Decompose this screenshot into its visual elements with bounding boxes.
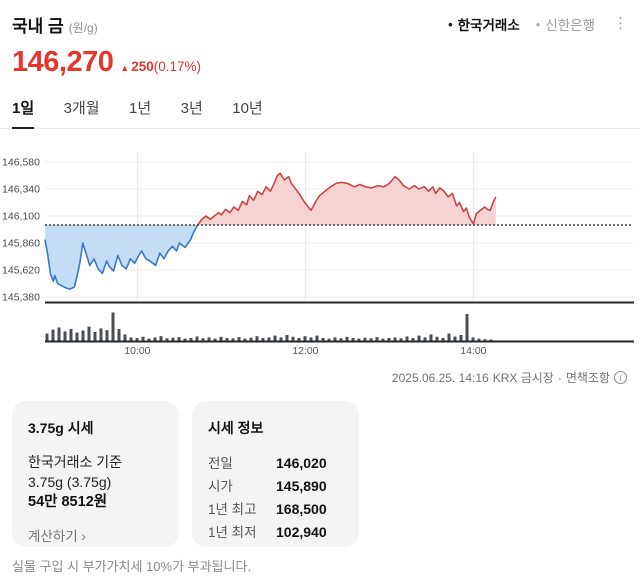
- table-row: 전일 146,020: [208, 452, 343, 475]
- chart-meta: 2025.06.25. 14:16 KRX 금시장 · 면책조항 i: [392, 369, 627, 386]
- unit-price-card: 3.75g 시세 한국거래소 기준 3.75g (3.75g) 54만 8512…: [12, 401, 179, 547]
- price-volume-chart: 146,580 146,340 146,100 145,860 145,620 145,3…: [0, 140, 640, 362]
- dot-separator: ·: [557, 370, 562, 385]
- current-price: 146,270: [12, 46, 114, 78]
- year-low-label: 1년 최저: [208, 525, 257, 540]
- change-amount: 250: [131, 59, 154, 74]
- tab-3years[interactable]: 3년: [180, 100, 203, 117]
- tab-1day[interactable]: 1일: [12, 97, 35, 129]
- unit-price-weight: 3.75g (3.75g): [28, 474, 112, 490]
- table-row: 시가 145,890: [208, 475, 343, 498]
- table-row: 1년 최고 168,500: [208, 498, 343, 521]
- tab-1year[interactable]: 1년: [129, 100, 152, 117]
- period-tabs: 1일 3개월 1년 3년 10년: [0, 97, 640, 129]
- source-krx-button[interactable]: • 한국거래소: [448, 14, 520, 34]
- quote-timestamp: 2025.06.25. 14:16: [391, 370, 489, 385]
- source-shinhan-label: 신한은행: [545, 18, 595, 33]
- up-arrow-icon: ▲: [120, 63, 130, 73]
- source-krx-label: 한국거래소: [457, 18, 520, 33]
- price-change: ▲ 250 (0.17%): [120, 59, 201, 74]
- unit-price-value: 54만 8512원: [28, 494, 108, 510]
- current-price-row: 146,270 ▲ 250 (0.17%): [12, 46, 201, 79]
- year-high-value: 168,500: [276, 501, 327, 517]
- change-percent: (0.17%): [153, 59, 202, 74]
- prev-close-value: 146,020: [276, 455, 327, 471]
- svg-text:14:00: 14:00: [460, 345, 486, 357]
- svg-text:146,580: 146,580: [2, 157, 40, 169]
- header: 국내 금 (원/g) • 한국거래소 • 신한은행 ⋮: [12, 12, 630, 37]
- market-name: KRX 금시장: [492, 371, 554, 385]
- vat-notice: 실물 구입 시 부가가치세 10%가 부과됩니다.: [12, 559, 252, 574]
- quote-info-card: 시세 정보 전일 146,020 시가 145,890 1년 최고 168,50…: [192, 401, 359, 547]
- unit-price-basis: 한국거래소 기준: [28, 454, 123, 470]
- year-high-label: 1년 최고: [208, 502, 257, 517]
- disclaimer-link[interactable]: 면책조항: [565, 371, 610, 385]
- svg-text:145,620: 145,620: [2, 265, 40, 277]
- svg-text:146,100: 146,100: [2, 211, 40, 223]
- source-toggle-group: • 한국거래소 • 신한은행 ⋮: [448, 12, 630, 34]
- calculate-link[interactable]: 계산하기 ›: [28, 529, 86, 544]
- svg-text:146,340: 146,340: [2, 184, 40, 196]
- price-unit-label: (원/g): [68, 21, 98, 35]
- prev-close-label: 전일: [208, 456, 233, 471]
- chart-svg: 146,580 146,340 146,100 145,860 145,620 145,3…: [2, 152, 634, 357]
- bullet-icon: •: [535, 16, 541, 32]
- svg-text:145,860: 145,860: [2, 238, 40, 250]
- kebab-menu-icon[interactable]: ⋮: [613, 14, 628, 32]
- bullet-icon: •: [448, 16, 453, 32]
- open-price-label: 시가: [208, 479, 233, 494]
- tab-10years[interactable]: 10년: [232, 100, 263, 117]
- table-row: 1년 최저 102,940: [208, 521, 343, 544]
- open-price-value: 145,890: [276, 478, 327, 494]
- tab-3months[interactable]: 3개월: [63, 100, 100, 117]
- page-title: 국내 금: [12, 17, 64, 36]
- info-icon[interactable]: i: [614, 371, 627, 384]
- svg-text:145,380: 145,380: [2, 292, 40, 304]
- quote-info-card-title: 시세 정보: [208, 420, 264, 436]
- unit-price-card-title: 3.75g 시세: [28, 420, 94, 436]
- svg-text:10:00: 10:00: [124, 345, 150, 357]
- svg-text:12:00: 12:00: [292, 345, 318, 357]
- year-low-value: 102,940: [276, 524, 327, 540]
- source-shinhan-button[interactable]: • 신한은행: [536, 14, 595, 34]
